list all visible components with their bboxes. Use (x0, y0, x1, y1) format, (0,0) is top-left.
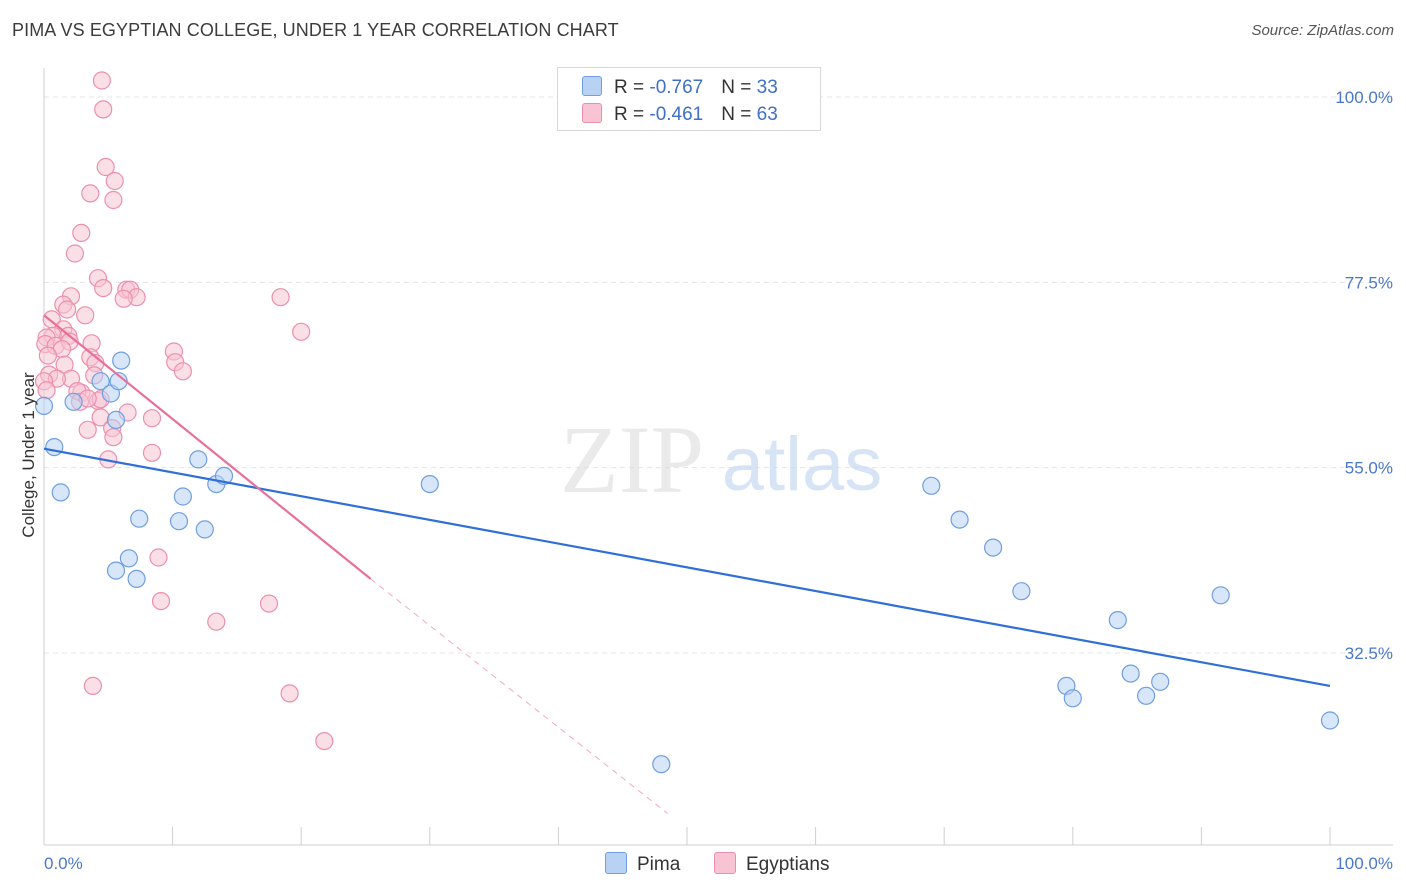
pima-legend-label: Pima (637, 854, 681, 875)
egyptians-point-2 (96, 157, 115, 177)
pima-point-14 (173, 487, 192, 506)
pima-point-10 (112, 351, 131, 370)
pima-point-0 (34, 396, 54, 415)
pima-point-21 (922, 476, 941, 495)
bottom-legend-pima[interactable]: Pima (605, 852, 680, 876)
bottom-legend-egyptians[interactable]: Egyptians (714, 852, 829, 876)
x-tick-label-min: 0.0% (44, 854, 83, 873)
pima-point-7 (119, 549, 138, 568)
pima-point-6 (106, 561, 126, 580)
egyptians-point-59 (207, 612, 226, 631)
egyptians-legend-label: Egyptians (746, 854, 830, 875)
pima-point-12 (130, 509, 149, 528)
pima-r-value: -0.767 (649, 77, 704, 98)
pima-point-30 (1151, 672, 1170, 691)
egyptians-point-54 (173, 362, 192, 381)
pima-point-24 (1012, 582, 1031, 601)
egyptians-point-58 (151, 591, 171, 611)
egyptians-point-7 (65, 244, 85, 263)
egyptians-point-17 (76, 306, 95, 325)
egyptians-trendline-2 (370, 578, 669, 815)
pima-series (34, 351, 1340, 774)
egyptians-point-0 (92, 71, 112, 90)
pima-swatch (582, 76, 602, 96)
egyptians-point-46 (78, 420, 97, 439)
watermark-atlas: atlas (722, 422, 883, 507)
y-tick-label-2: 55.0% (1345, 459, 1393, 478)
pima-point-8 (106, 410, 126, 429)
egyptians-point-13 (114, 289, 133, 308)
pima-point-31 (1211, 586, 1230, 605)
egyptians-point-63 (315, 731, 334, 751)
y-tick-label-0: 100.0% (1335, 88, 1393, 107)
pima-point-16 (195, 520, 214, 539)
egyptians-point-5 (104, 190, 123, 210)
pima-point-3 (64, 392, 83, 411)
y-tick-labels: 100.0% 77.5% 55.0% 32.5% (1335, 88, 1393, 663)
egyptians-n-label: N = (721, 104, 757, 125)
egyptians-point-16 (57, 300, 77, 319)
egyptians-point-62 (280, 684, 299, 703)
egyptians-point-56 (292, 322, 311, 341)
egyptians-series (34, 71, 334, 751)
pima-point-11 (127, 569, 146, 589)
correlation-legend: R = -0.767 N = 33 R = -0.461 N = 63 (557, 67, 821, 131)
source-label: Source: ZipAtlas.com (1251, 22, 1394, 39)
egyptians-point-48 (104, 428, 123, 447)
egyptians-point-55 (271, 288, 290, 307)
trendlines (43, 314, 1331, 815)
egyptians-r-value: -0.461 (649, 104, 704, 125)
pima-point-27 (1108, 610, 1127, 630)
pima-point-20 (652, 755, 671, 774)
egyptians-point-37 (37, 381, 56, 400)
egyptians-point-4 (81, 184, 100, 203)
pima-point-23 (983, 538, 1003, 557)
pima-point-32 (1320, 711, 1340, 730)
y-axis-label: College, Under 1 year (19, 372, 38, 538)
egyptians-legend-swatch (714, 852, 736, 874)
egyptians-point-50 (142, 443, 162, 462)
axes (43, 68, 1393, 846)
pima-point-28 (1121, 664, 1140, 683)
egyptians-point-61 (83, 676, 103, 696)
pima-point-19 (420, 475, 439, 494)
pima-point-2 (51, 483, 70, 502)
pima-legend-swatch (605, 852, 627, 874)
egyptians-point-9 (94, 279, 113, 298)
pima-r-label: R = (614, 77, 650, 98)
egyptians-n-value: 63 (756, 104, 778, 125)
y-tick-label-1: 77.5% (1345, 273, 1393, 292)
gridlines (44, 96, 1393, 654)
pima-point-13 (169, 512, 189, 531)
watermark-zip: ZIP (560, 406, 704, 513)
pima-n-label: N = (721, 77, 757, 98)
egyptians-point-57 (149, 548, 168, 567)
pima-n-value: 33 (756, 77, 778, 98)
pima-point-22 (950, 510, 969, 529)
egyptians-r-label: R = (614, 104, 650, 125)
pima-point-26 (1063, 689, 1082, 708)
pima-point-4 (91, 372, 110, 391)
egyptians-point-1 (94, 100, 113, 119)
egyptians-trendline-1 (43, 314, 372, 580)
egyptians-swatch (582, 103, 602, 123)
egyptians-point-6 (72, 223, 91, 242)
pima-point-15 (189, 450, 208, 469)
egyptians-point-49 (142, 409, 162, 428)
y-tick-label-3: 32.5% (1345, 644, 1393, 663)
legend-row-pima: R = -0.767 N = 33 (582, 76, 778, 98)
pima-point-1 (45, 438, 64, 457)
legend-row-egyptians: R = -0.461 N = 63 (582, 103, 778, 125)
x-tick-label-max: 100.0% (1335, 854, 1393, 873)
egyptians-point-28 (38, 346, 58, 365)
chart-title: PIMA VS EGYPTIAN COLLEGE, UNDER 1 YEAR C… (12, 20, 619, 40)
egyptians-point-3 (105, 171, 124, 191)
pima-point-29 (1136, 686, 1156, 705)
egyptians-point-60 (259, 594, 279, 613)
